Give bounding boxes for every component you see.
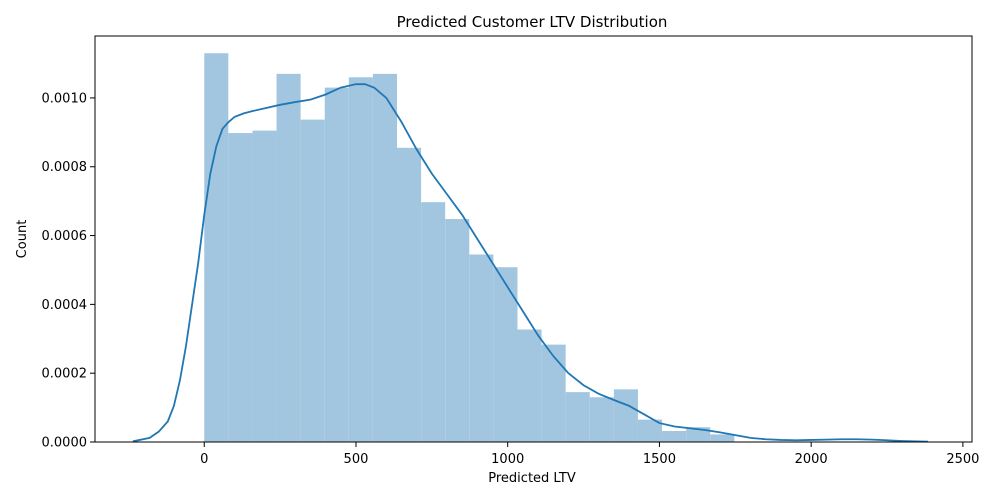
x-axis: 0 500 1000 1500 2000 2500 <box>200 442 979 467</box>
histogram-bar-13 <box>517 329 542 442</box>
x-tick-label-5: 2500 <box>946 452 979 467</box>
plot-frame <box>94 35 973 443</box>
y-tick-label-3: 0.0006 <box>42 229 88 244</box>
x-tick-label-2: 1000 <box>491 452 524 467</box>
x-tick-label-1: 500 <box>344 452 369 467</box>
histogram-bar-4 <box>300 119 325 443</box>
histogram-bar-20 <box>686 427 711 442</box>
y-axis-label: Count <box>15 220 30 259</box>
histogram-bar-12 <box>493 267 518 442</box>
y-tick-label-5: 0.0010 <box>42 91 88 106</box>
histogram-bar-17 <box>613 389 638 442</box>
chart-title: Predicted Customer LTV Distribution <box>397 13 668 31</box>
histogram-bar-5 <box>324 87 349 442</box>
histogram-bars <box>204 53 735 443</box>
y-tick-label-2: 0.0004 <box>42 298 88 313</box>
histogram-bar-14 <box>541 344 566 442</box>
histogram-bar-7 <box>372 73 398 442</box>
histogram-bar-15 <box>565 392 590 442</box>
x-tick-label-4: 2000 <box>795 452 828 467</box>
histogram-bar-3 <box>276 73 301 442</box>
histogram-bar-16 <box>589 397 614 442</box>
histogram-bar-1 <box>228 133 253 443</box>
histogram-bar-8 <box>397 147 422 443</box>
x-tick-label-3: 1500 <box>643 452 676 467</box>
kde-density-line <box>132 83 929 443</box>
histogram-bar-21 <box>710 434 735 442</box>
histogram-bar-18 <box>637 419 663 442</box>
histogram-bar-9 <box>421 202 446 442</box>
y-tick-label-4: 0.0008 <box>42 160 88 175</box>
y-tick-label-1: 0.0002 <box>42 367 88 382</box>
y-axis: 0.0000 0.0002 0.0004 0.0006 0.0008 0.0010 <box>42 91 95 451</box>
histogram-bar-11 <box>469 254 494 442</box>
histogram-bar-10 <box>445 219 470 442</box>
x-tick-label-0: 0 <box>200 452 208 467</box>
histogram-bar-19 <box>662 430 687 442</box>
histogram-bar-0 <box>204 53 229 442</box>
y-tick-label-0: 0.0000 <box>42 436 88 451</box>
histogram-bar-2 <box>252 130 277 442</box>
x-axis-label: Predicted LTV <box>488 471 576 486</box>
histogram-bar-6 <box>348 77 373 442</box>
